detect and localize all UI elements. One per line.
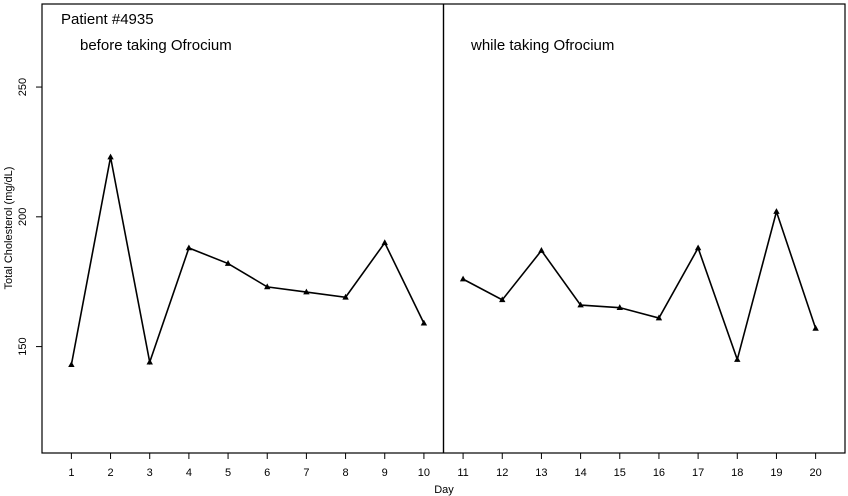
- data-point-marker: [303, 288, 310, 295]
- x-tick-label: 18: [731, 467, 743, 479]
- data-point-marker: [773, 208, 780, 214]
- while-phase-line: [462, 208, 817, 363]
- x-tick-label: 19: [770, 467, 782, 479]
- data-point-marker: [146, 358, 153, 365]
- data-point-marker: [812, 324, 819, 331]
- x-tick-label: 2: [107, 467, 113, 479]
- x-tick-label: 10: [418, 467, 430, 479]
- x-tick-label: 12: [496, 467, 508, 479]
- x-axis: 1 2 3 4 5 6 7 8 9 10 11 12 13 14 15 16 17 18 19 20: [68, 453, 822, 479]
- data-point-marker: [224, 260, 232, 266]
- x-tick-label: 13: [535, 467, 547, 479]
- x-tick-label: 11: [457, 467, 468, 479]
- data-point-marker: [185, 244, 193, 251]
- x-tick-label: 7: [303, 467, 309, 479]
- data-point-marker: [420, 319, 428, 326]
- x-tick-label: 4: [186, 467, 192, 479]
- before-phase-line: [70, 156, 425, 366]
- x-tick-label: 9: [382, 467, 388, 479]
- x-tick-label: 14: [574, 467, 586, 479]
- data-point-marker: [68, 361, 75, 368]
- data-point-marker: [616, 304, 623, 310]
- data-point-marker: [107, 153, 114, 160]
- x-tick-label: 15: [614, 467, 626, 479]
- x-tick-label: 1: [68, 467, 74, 479]
- x-tick-label: 16: [653, 467, 665, 479]
- patient-annotation: Patient #4935: [61, 11, 154, 28]
- data-point-marker: [694, 244, 702, 251]
- y-tick-label: 200: [17, 208, 29, 226]
- x-tick-label: 3: [147, 467, 153, 479]
- data-point-marker: [577, 301, 584, 308]
- x-tick-label: 8: [343, 467, 349, 479]
- x-tick-label: 5: [225, 467, 231, 479]
- x-axis-title: Day: [434, 484, 454, 496]
- y-axis: 150 200 250: [17, 78, 42, 356]
- y-tick-label: 150: [17, 337, 29, 355]
- data-point-marker: [499, 296, 506, 303]
- y-tick-label: 250: [17, 78, 29, 96]
- data-point-marker: [264, 283, 271, 290]
- data-point-marker: [655, 314, 663, 321]
- x-tick-label: 6: [264, 467, 270, 479]
- while-phase-annotation: while taking Ofrocium: [470, 37, 614, 54]
- data-point-marker: [381, 239, 388, 246]
- series-layer: [68, 153, 819, 368]
- data-point-marker: [459, 275, 467, 282]
- data-point-marker: [342, 293, 349, 300]
- data-point-marker: [538, 247, 545, 253]
- x-tick-label: 17: [692, 467, 704, 479]
- before-phase-annotation: before taking Ofrocium: [80, 37, 232, 54]
- x-tick-label: 20: [809, 467, 821, 479]
- y-axis-title: Total Cholesterol (mg/dL): [3, 167, 15, 290]
- data-point-marker: [734, 356, 741, 362]
